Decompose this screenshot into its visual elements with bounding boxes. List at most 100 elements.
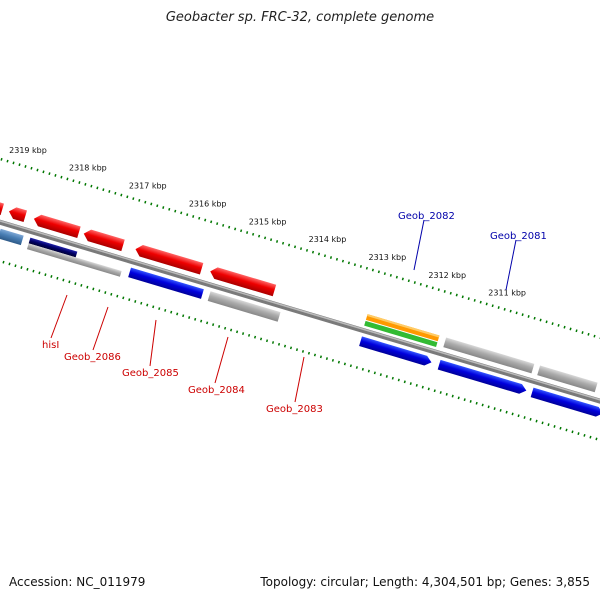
gene-geob2081-blue[interactable] [437,359,528,396]
minor-tick [158,307,161,311]
minor-tick [533,316,536,320]
minor-tick [589,435,592,439]
minor-tick [359,265,362,268]
gene-geob2082-blue[interactable] [359,336,433,367]
gene-blue-right[interactable] [530,387,600,419]
minor-tick [132,197,135,201]
minor-tick [68,280,71,284]
gene-geob2084-pair-forward[interactable] [134,243,204,275]
minor-tick [451,394,454,398]
scale-labels: 2319 kbp 2318 kbp 2317 kbp 2316 kbp 2315 kbp… [9,146,526,298]
minor-tick [581,331,584,334]
minor-tick [122,296,125,300]
map-title: Geobacter sp. FRC-32, complete genome [165,10,435,25]
minor-tick [415,383,418,387]
minor-tick [204,218,207,222]
minor-tick [413,281,416,284]
minor-tick [36,168,39,172]
minor-tick [110,292,113,296]
minor-tick [275,240,279,243]
minor-tick [128,298,131,302]
minor-tick [299,247,303,251]
minor-tick [252,232,255,236]
minor-tick [319,355,323,359]
label-leaders [50,219,517,403]
minor-tick [182,314,185,318]
minor-tick [425,284,428,288]
minor-tick [293,245,297,249]
gene-label-geob2083: Geob_2083 [266,404,323,415]
minor-tick [521,313,524,317]
scale-label: 2314 kbp [309,235,347,244]
minor-tick [38,271,41,275]
minor-tick [583,433,586,437]
minor-tick [14,264,17,268]
genome-summary-text: Topology: circular; Length: 4,304,501 bp… [260,575,590,589]
minor-tick [146,303,149,307]
minor-tick [547,423,550,427]
gene-geob2085-arrow[interactable] [82,228,125,252]
minor-tick [247,333,251,337]
minor-tick [116,294,119,298]
minor-tick [90,184,93,188]
gene-geob2086-arrow[interactable] [32,213,81,238]
minor-tick [222,223,225,227]
minor-tick [475,401,478,405]
minor-tick [140,301,143,305]
minor-tick [427,387,430,391]
gene-hisI-arrow[interactable] [0,186,4,216]
scale-label: 2317 kbp [129,182,167,191]
minor-tick [553,425,556,428]
gene-gray-reverse-1[interactable] [26,243,122,277]
minor-tick [78,181,81,184]
minor-tick [493,407,496,411]
minor-tick [391,376,394,380]
gene-gray-forward-1[interactable] [443,337,535,374]
backbone-highlight [0,187,600,418]
scale-label: 2313 kbp [369,253,407,262]
minor-tick [96,186,99,190]
minor-tick [168,207,171,211]
minor-tick [577,432,580,436]
minor-tick [395,275,398,279]
minor-tick [595,437,598,441]
gene-geob2083-arrow[interactable] [209,266,277,297]
minor-tick [329,256,333,259]
minor-tick [571,430,574,434]
gene-steel-2[interactable] [0,228,24,246]
gene-gray-forward-2[interactable] [537,365,598,393]
minor-tick [210,220,213,224]
gene-gray-reverse-2[interactable] [207,291,281,322]
minor-tick [194,317,197,321]
minor-tick [138,198,141,202]
gene-small-forward-arrow[interactable] [7,206,27,222]
minor-tick [569,327,572,331]
minor-tick [407,279,410,283]
minor-tick [200,319,203,323]
gene-blue-geob2084[interactable] [128,267,204,299]
gene-navy[interactable] [28,237,78,258]
minor-tick [192,215,195,218]
minor-tick [523,416,526,419]
minor-tick [439,391,442,394]
minor-tick [575,329,578,333]
minor-tick [517,414,520,418]
minor-tick [44,273,47,277]
minor-tick [551,322,554,326]
minor-tick [152,305,155,309]
minor-tick [12,161,15,165]
minor-tick [104,291,107,294]
minor-tick [24,165,27,168]
minor-tick [2,260,5,264]
minor-tick [347,261,351,265]
minor-tick [277,342,281,346]
minor-tick [186,213,189,217]
minor-tick [445,392,448,396]
minor-tick [409,382,412,386]
minor-tick [301,350,305,353]
minor-tick [56,276,59,280]
minor-tick [313,353,317,357]
minor-tick [281,241,285,245]
minor-tick [457,396,460,400]
gene-geob2082-green[interactable] [364,320,438,348]
